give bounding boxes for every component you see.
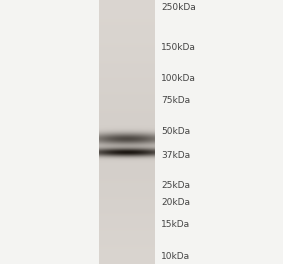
Text: 100kDa: 100kDa	[161, 74, 196, 83]
Text: 10kDa: 10kDa	[161, 252, 190, 261]
Text: 20kDa: 20kDa	[161, 198, 190, 207]
Text: 250kDa: 250kDa	[161, 3, 196, 12]
Text: 150kDa: 150kDa	[161, 43, 196, 52]
Text: 25kDa: 25kDa	[161, 181, 190, 190]
Text: 75kDa: 75kDa	[161, 96, 190, 105]
Text: 50kDa: 50kDa	[161, 128, 190, 136]
Text: 15kDa: 15kDa	[161, 220, 190, 229]
Text: 37kDa: 37kDa	[161, 151, 190, 160]
